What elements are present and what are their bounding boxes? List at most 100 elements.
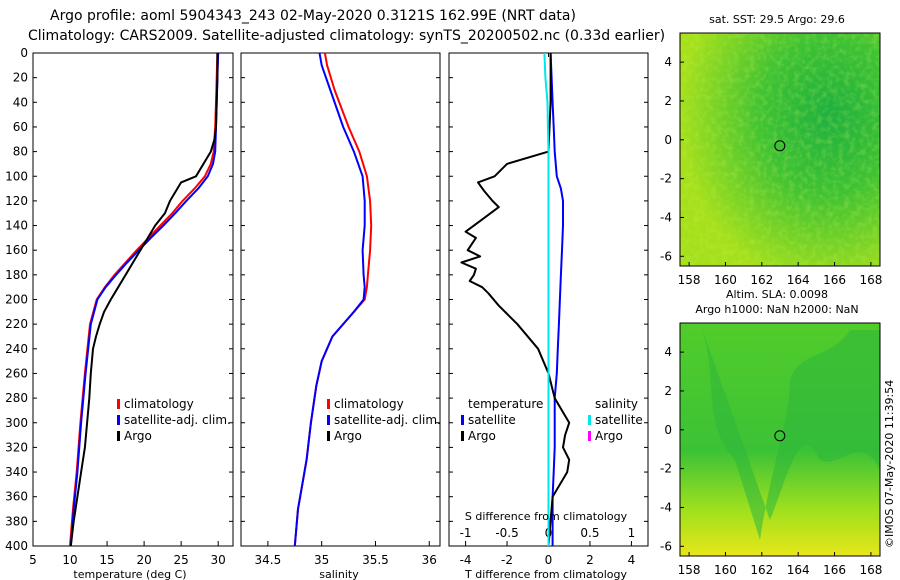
legend-swatch-argo [327, 431, 330, 441]
legend-swatch-t-satellite [461, 415, 464, 425]
x-tick-label: 36 [422, 553, 437, 567]
map-y-tick-label: 0 [664, 423, 672, 437]
difference-panel: -4 -2 0 2 4 -1 -0.5 0 0.5 1 S difference from cl… [448, 52, 649, 580]
sst-map-title: sat. SST: 29.5 Argo: 29.6 [709, 13, 845, 26]
depth-tick-labels: 0 20 40 60 80 100 120 140 160 180 200 220 240 260 280 3… [5, 46, 28, 553]
y-tick-label: 20 [13, 71, 28, 85]
map-x-tick-label: 166 [823, 563, 846, 577]
map-y-tick-label: -2 [660, 462, 672, 476]
map-x-tick-label: 160 [714, 273, 737, 287]
salinity-legend: climatology satellite-adj. clim. Argo [327, 397, 441, 443]
map-y-tick-label: 4 [664, 55, 672, 69]
sst-field-texture [680, 33, 880, 266]
x-tick-label: 30 [211, 553, 226, 567]
map-y-tick-label: 4 [664, 345, 672, 359]
x-tick-label: 35 [314, 553, 329, 567]
x-tick-label: 0 [545, 553, 553, 567]
map-x-tick-label: 164 [787, 563, 810, 577]
legend-s-argo: Argo [595, 429, 623, 443]
legend-t-argo: Argo [468, 429, 496, 443]
temperature-tick-labels: 5 10 15 20 25 30 [29, 52, 233, 567]
series-line-argo [69, 53, 219, 547]
map-x-tick-label: 162 [750, 273, 773, 287]
s-difference-tick-labels: -1 -0.5 0 0.5 1 [460, 53, 636, 540]
x-tick-label: 35.5 [362, 553, 389, 567]
legend-swatch-s-argo [588, 431, 591, 441]
ssh-map-ticks: 158 160 162 164 166 168 4 2 0 -2 -4 -6 [660, 345, 882, 577]
x-tick-label: 34.5 [255, 553, 282, 567]
y-tick-label: 340 [5, 465, 28, 479]
legend-swatch-climatology [327, 399, 330, 409]
x-tick-label: 25 [174, 553, 189, 567]
s-difference-label: S difference from climatology [465, 510, 628, 523]
map-x-tick-label: 158 [678, 273, 701, 287]
y-tick-label: 180 [5, 268, 28, 282]
map-x-tick-label: 162 [750, 563, 773, 577]
series-line-satellite-adj-clim- [69, 52, 220, 547]
title-line-2: Climatology: CARS2009. Satellite-adjuste… [28, 28, 665, 44]
map-y-tick-label: 2 [664, 384, 672, 398]
salinity-panel: 34.5 35 35.5 36 salinity climatology satell… [240, 52, 441, 580]
t-difference-xlabel: T difference from climatology [464, 568, 627, 580]
x-tick-label: 15 [99, 553, 114, 567]
legend-swatch-satellite [117, 415, 120, 425]
y-tick-label: 160 [5, 243, 28, 257]
ssh-map-subtitle: Argo h1000: NaN h2000: NaN [695, 303, 858, 316]
ssh-map-title: Altim. SLA: 0.0098 [726, 288, 828, 301]
y-tick-label: 220 [5, 317, 28, 331]
legend-argo: Argo [124, 429, 152, 443]
difference-tick-labels: -4 -2 0 2 4 [449, 52, 648, 567]
s-tick-label: -1 [460, 526, 472, 540]
difference-legend: temperature satellite Argo salinity sate… [461, 397, 643, 443]
series-line-satellite-adj-clim- [293, 52, 366, 547]
x-tick-label: 4 [628, 553, 636, 567]
map-x-tick-label: 164 [787, 273, 810, 287]
y-tick-label: 360 [5, 490, 28, 504]
y-tick-label: 400 [5, 539, 28, 553]
legend-satellite: satellite-adj. clim. [334, 413, 441, 427]
sst-map-frame [679, 32, 881, 267]
map-y-tick-label: -2 [660, 172, 672, 186]
temperature-xlabel: temperature (deg C) [73, 568, 186, 580]
series-line-s-satellite [543, 52, 550, 546]
series-line-t-argo [460, 53, 571, 547]
x-tick-label: 5 [29, 553, 37, 567]
map-y-tick-label: -4 [660, 210, 672, 224]
s-tick-label: 1 [628, 526, 636, 540]
y-tick-label: 380 [5, 514, 28, 528]
map-y-tick-label: -6 [660, 539, 672, 553]
imos-stamp: ©IMOS 07-May-2020 11:39:54 [883, 380, 896, 548]
temperature-legend: climatology satellite-adj. clim. Argo [117, 397, 231, 443]
s-tick-label: -0.5 [495, 526, 518, 540]
salinity-xlabel: salinity [319, 568, 359, 580]
sst-map-ticks: 158 160 162 164 166 168 4 2 0 -2 -4 -6 [660, 55, 882, 287]
legend-t-satellite: satellite [468, 413, 516, 427]
x-tick-label: 10 [62, 553, 77, 567]
x-tick-label: 2 [586, 553, 594, 567]
temperature-series [69, 52, 220, 547]
salinity-series [293, 52, 373, 547]
y-tick-label: 120 [5, 194, 28, 208]
map-x-tick-label: 168 [859, 563, 882, 577]
legend-swatch-satellite [327, 415, 330, 425]
temperature-panel: 0 20 40 60 80 100 120 140 160 180 200 220 240 260 280 3… [5, 46, 234, 580]
map-y-tick-label: 0 [664, 133, 672, 147]
y-tick-label: 260 [5, 366, 28, 380]
legend-swatch-argo [117, 431, 120, 441]
legend-climatology: climatology [334, 397, 404, 411]
argo-position-marker [774, 140, 786, 152]
argo-position-marker [774, 430, 786, 442]
difference-series [460, 52, 571, 547]
salinity-tick-labels: 34.5 35 35.5 36 [241, 52, 440, 567]
x-tick-label: -4 [460, 553, 472, 567]
legend-swatch-t-argo [461, 431, 464, 441]
map-x-tick-label: 160 [714, 563, 737, 577]
map-y-tick-label: -4 [660, 500, 672, 514]
legend-climatology: climatology [124, 397, 194, 411]
title-line-1: Argo profile: aoml 5904343_243 02-May-20… [50, 8, 576, 24]
y-tick-label: 280 [5, 391, 28, 405]
temperature-axes [32, 52, 234, 547]
y-tick-label: 200 [5, 293, 28, 307]
x-tick-label: 20 [136, 553, 151, 567]
